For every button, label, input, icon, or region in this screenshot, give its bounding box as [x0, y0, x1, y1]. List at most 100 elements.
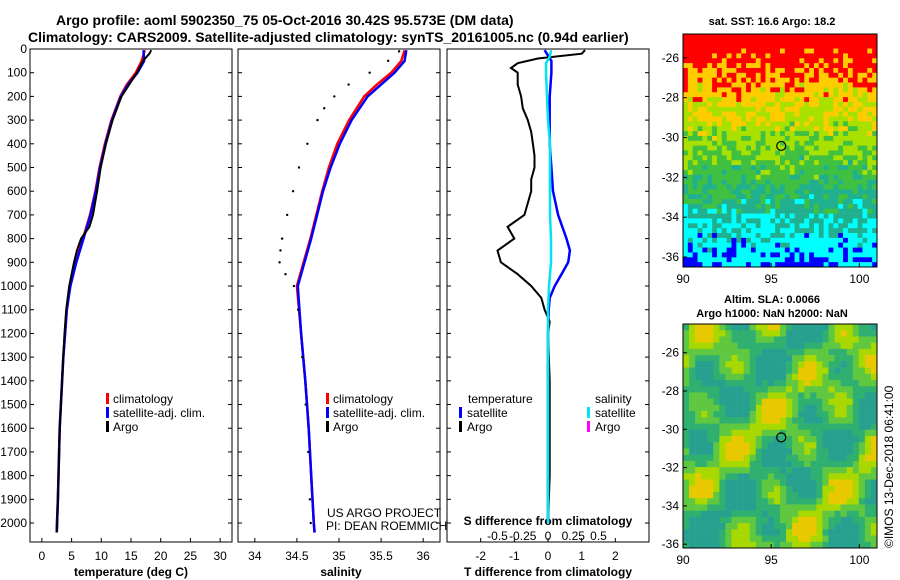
sst-cell: [746, 53, 752, 59]
sla-cell: [864, 330, 872, 337]
sst-cell: [789, 233, 795, 239]
x-tick-label: 15: [124, 549, 138, 563]
sst-cell: [726, 135, 732, 142]
sla-cell: [816, 411, 823, 418]
y-tick-label: 1600: [0, 421, 27, 435]
sst-cell: [726, 116, 732, 122]
sst-cell: [833, 121, 839, 127]
sla-cell: [804, 454, 811, 462]
sst-cell: [692, 160, 698, 166]
sst-cell: [712, 169, 718, 176]
sst-cell: [833, 77, 839, 83]
sst-cell: [833, 38, 839, 45]
sst-cell: [697, 218, 703, 224]
sla-cell: [755, 429, 763, 437]
sla-cell: [798, 355, 805, 362]
sst-cell: [760, 208, 766, 214]
sst-cell: [857, 184, 863, 190]
sla-cell: [786, 392, 793, 399]
sst-cell: [750, 223, 757, 229]
sla-cell: [816, 404, 823, 412]
sla-cell: [713, 492, 720, 499]
sst-cell: [712, 97, 718, 103]
sla-cell: [689, 498, 696, 505]
sst-cell: [799, 34, 805, 40]
sst-cell: [838, 77, 844, 83]
sst-cell: [847, 247, 854, 253]
sst-cell: [770, 82, 776, 88]
sst-cell: [828, 233, 834, 239]
sst-cell: [770, 165, 776, 171]
sst-cell: [843, 63, 849, 69]
sla-cell: [767, 442, 775, 449]
sla-cell: [755, 386, 763, 393]
sla-cell: [810, 336, 817, 343]
sst-cell: [799, 101, 805, 108]
sst-cell: [799, 223, 805, 229]
sst-cell: [823, 111, 829, 117]
sst-cell: [687, 194, 693, 200]
sla-cell: [780, 473, 787, 480]
sla-cell: [840, 436, 847, 443]
sst-cell: [843, 140, 849, 146]
sla-cell: [695, 541, 702, 549]
sla-cell: [852, 324, 860, 331]
sla-cell: [834, 498, 841, 505]
sst-cell: [818, 111, 824, 117]
sst-cell: [857, 116, 863, 122]
sst-cell: [784, 38, 790, 45]
sla-cell: [852, 423, 860, 431]
sla-cell: [713, 448, 720, 455]
sla-cell: [707, 324, 714, 331]
sst-cell: [775, 150, 781, 156]
sst-cell: [741, 34, 747, 40]
sst-cell: [770, 135, 776, 142]
sla-cell: [683, 342, 690, 350]
sla-cell: [767, 460, 775, 468]
sst-cell: [712, 116, 718, 122]
sst-cell: [833, 48, 839, 54]
legend-argo-swatch: [106, 421, 109, 432]
sst-cell: [828, 87, 834, 93]
sla-cell: [834, 510, 841, 518]
sla-cell: [834, 373, 841, 381]
sla-cell: [828, 529, 835, 536]
sst-cell: [794, 203, 800, 210]
sst-cell: [847, 48, 854, 54]
sst-cell: [862, 237, 868, 244]
sst-cell: [799, 43, 805, 49]
sla-cell: [761, 336, 769, 343]
sst-cell: [683, 160, 689, 166]
sst-cell: [683, 126, 689, 132]
sst-cell: [784, 87, 790, 93]
sst-cell: [867, 257, 873, 263]
sla-cell: [870, 492, 878, 499]
sst-cell: [843, 165, 849, 171]
sla-cell: [713, 516, 720, 524]
map-x-tick-label: 95: [765, 553, 779, 567]
x-tick-label: 36: [416, 549, 430, 563]
sst-cell: [867, 67, 873, 74]
sla-cell: [737, 411, 744, 418]
sla-cell: [737, 330, 744, 337]
sla-cell: [822, 436, 829, 443]
sla-cell: [780, 423, 787, 431]
map-y-tick-label: -36: [662, 537, 680, 551]
sla-cell: [701, 417, 708, 424]
sst-cell: [838, 121, 844, 127]
sst-cell: [687, 165, 693, 171]
sla-cell: [840, 330, 847, 337]
sla-cell: [743, 467, 750, 474]
y-tick-label: 200: [7, 89, 27, 103]
sst-cell: [847, 208, 854, 214]
sst-cell: [760, 155, 766, 161]
sst-cell: [775, 97, 781, 103]
sst-cell: [736, 116, 742, 122]
sla-cell: [792, 479, 799, 487]
sst-cell: [852, 189, 858, 195]
sla-cell: [701, 404, 708, 412]
sst-cell: [862, 48, 868, 54]
sst-cell: [770, 63, 776, 69]
sst-cell: [702, 223, 708, 229]
sst-cell: [731, 169, 737, 176]
